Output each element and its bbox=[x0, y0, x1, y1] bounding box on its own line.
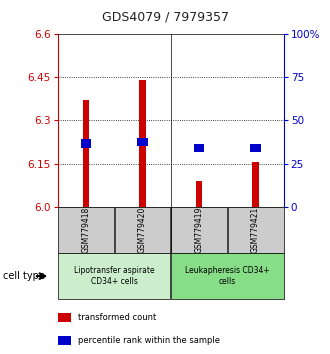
Text: Leukapheresis CD34+
cells: Leukapheresis CD34+ cells bbox=[185, 267, 270, 286]
Bar bbox=[137, 138, 148, 146]
Text: Lipotransfer aspirate
CD34+ cells: Lipotransfer aspirate CD34+ cells bbox=[74, 267, 154, 286]
Text: GSM779419: GSM779419 bbox=[194, 207, 204, 253]
Bar bbox=[82, 100, 89, 207]
Text: GSM779420: GSM779420 bbox=[138, 207, 147, 253]
Text: GSM779421: GSM779421 bbox=[251, 207, 260, 253]
Bar bbox=[58, 336, 71, 346]
Bar bbox=[139, 80, 146, 207]
Text: transformed count: transformed count bbox=[78, 313, 156, 322]
Bar bbox=[115, 207, 171, 253]
Bar bbox=[194, 144, 204, 152]
Text: percentile rank within the sample: percentile rank within the sample bbox=[78, 336, 220, 345]
Text: cell type: cell type bbox=[3, 271, 45, 281]
Bar bbox=[58, 253, 171, 299]
Bar bbox=[252, 162, 259, 207]
Bar bbox=[58, 313, 71, 322]
Text: GSM779418: GSM779418 bbox=[82, 207, 90, 253]
Bar bbox=[250, 144, 261, 152]
Bar bbox=[171, 207, 227, 253]
Bar bbox=[171, 253, 283, 299]
Bar bbox=[228, 207, 283, 253]
Bar bbox=[81, 139, 91, 148]
Text: GDS4079 / 7979357: GDS4079 / 7979357 bbox=[102, 11, 228, 24]
Bar bbox=[196, 181, 202, 207]
Bar bbox=[58, 207, 114, 253]
